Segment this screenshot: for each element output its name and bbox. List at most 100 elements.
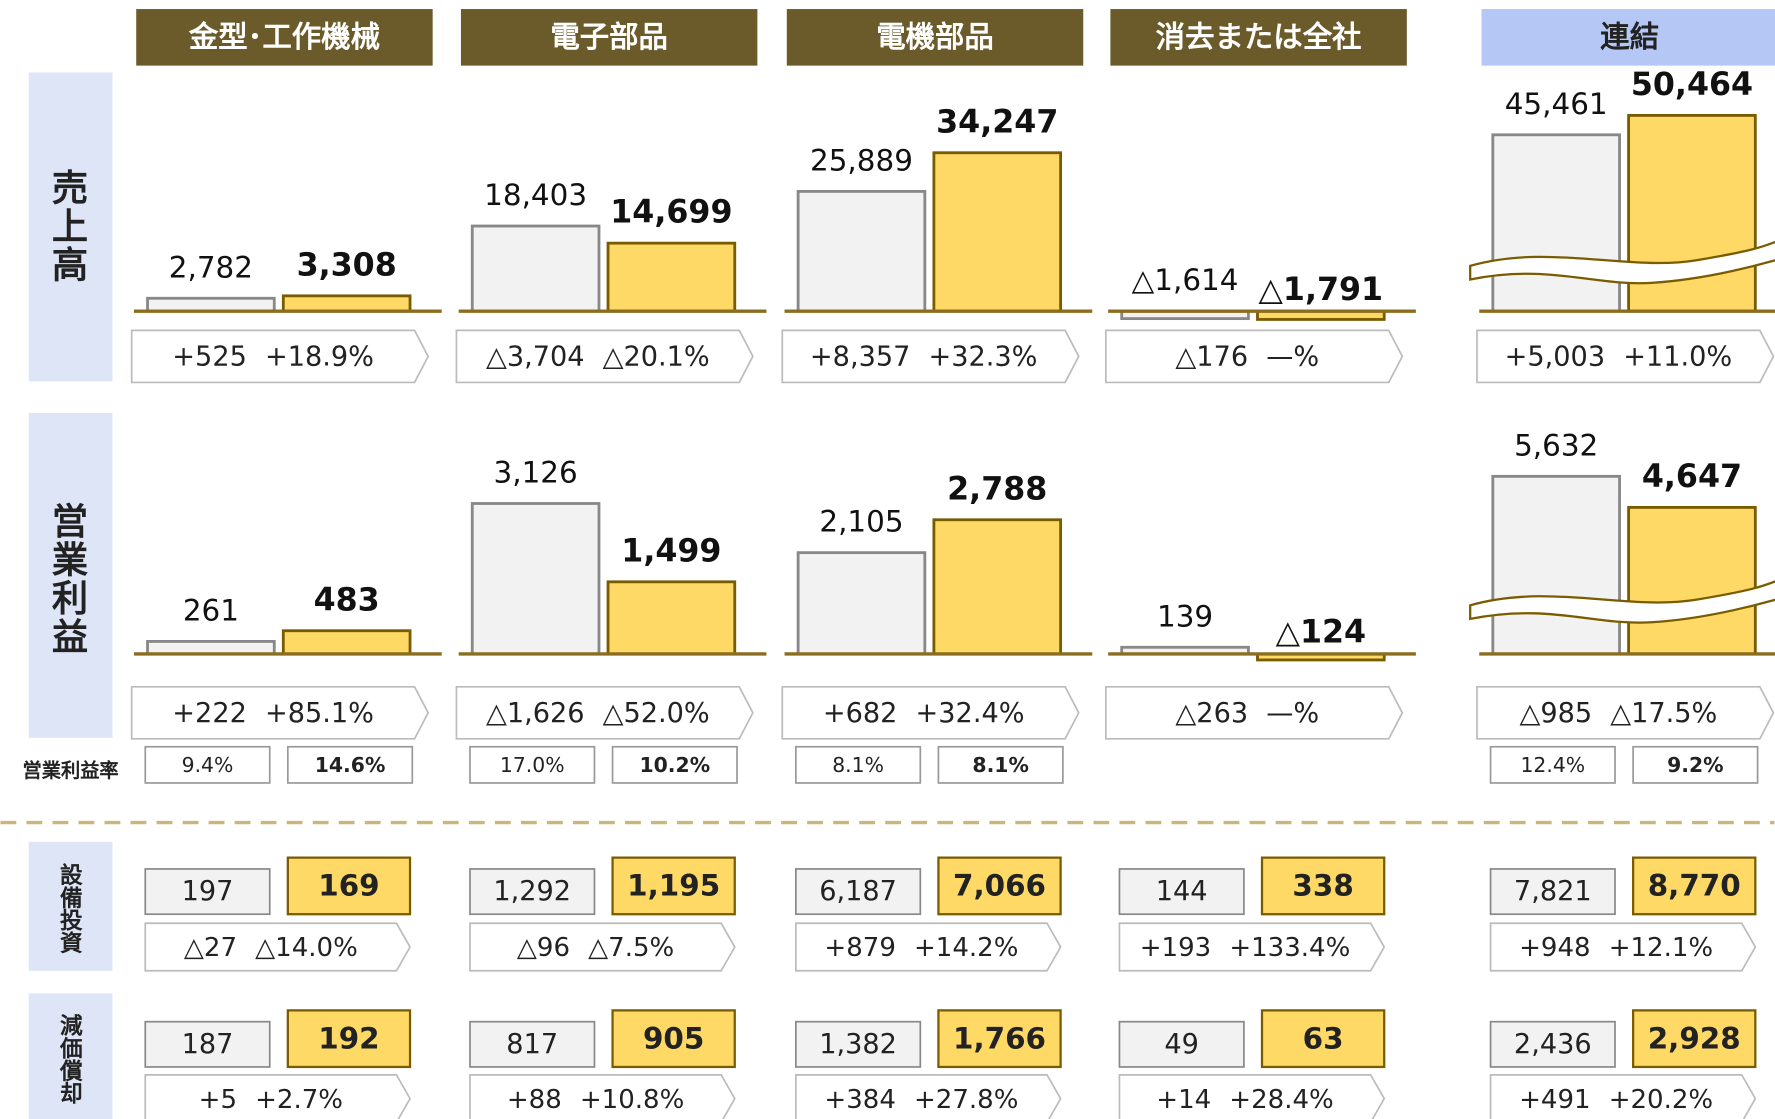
curr-value: 2,928: [1648, 1021, 1741, 1055]
curr-box: [611, 856, 736, 916]
bar: [796, 551, 927, 656]
bar-label: 4,647: [1642, 459, 1742, 495]
curr-value: 1,195: [627, 869, 720, 903]
change-text: +384 +27.8%: [824, 1084, 1018, 1114]
margin-box: [144, 745, 271, 784]
change-text: △263 —%: [1175, 697, 1319, 728]
change-text: △96 △7.5%: [517, 933, 674, 963]
curr-box: [286, 1009, 412, 1069]
margin-box: [1489, 745, 1616, 784]
change-rate: +27.8%: [914, 1084, 1018, 1114]
change-rate: +32.4%: [916, 697, 1025, 728]
bar: [470, 224, 601, 313]
row-label: 減価償却: [56, 1014, 83, 1105]
change-amount: +948: [1519, 933, 1590, 963]
axis-break: [1469, 240, 1775, 285]
change-amount: △985: [1519, 697, 1592, 728]
row-label: 営業利益率: [23, 759, 119, 782]
change-box: [469, 1074, 736, 1119]
change-text: +193 +133.4%: [1140, 933, 1351, 963]
change-rate: +32.3%: [929, 341, 1038, 372]
change-text: +682 +32.4%: [823, 697, 1025, 728]
change-box: [795, 1074, 1062, 1119]
bar-label: 2,105: [819, 505, 903, 539]
change-rate: +85.1%: [265, 697, 374, 728]
prev-box: [1489, 1020, 1616, 1068]
segment-header: [1481, 9, 1775, 66]
segment-name: 電子部品: [550, 20, 668, 54]
change-amount: +879: [824, 933, 895, 963]
change-text: +491 +20.2%: [1519, 1084, 1713, 1114]
change-rate: +18.9%: [265, 341, 374, 372]
bar-label: △124: [1276, 615, 1366, 651]
change-rate: △52.0%: [603, 697, 710, 728]
change-box: [1105, 685, 1404, 740]
change-amount: △3,704: [486, 341, 585, 372]
change-rate: △17.5%: [1610, 697, 1717, 728]
change-text: +948 +12.1%: [1519, 933, 1713, 963]
change-rate: +12.1%: [1609, 933, 1713, 963]
curr-value: 63: [1303, 1021, 1344, 1055]
bar: [281, 629, 412, 656]
change-box: [795, 922, 1062, 972]
margin-value: 10.2%: [639, 753, 710, 777]
bar-label: △1,614: [1132, 263, 1239, 297]
change-box: [455, 329, 754, 384]
bar-label: △1,791: [1259, 272, 1384, 308]
margin-value: 8.1%: [832, 753, 884, 777]
bar-label: 25,889: [810, 143, 913, 177]
bar: [796, 189, 927, 313]
change-box: [1476, 685, 1775, 740]
prev-box: [795, 868, 922, 916]
prev-value: 6,187: [819, 876, 897, 907]
margin-box: [795, 745, 922, 784]
change-amount: △176: [1175, 341, 1248, 372]
bar-label: 5,632: [1514, 428, 1598, 462]
margin-value: 9.2%: [1667, 753, 1723, 777]
prev-value: 197: [182, 876, 234, 907]
prev-value: 187: [182, 1029, 234, 1060]
change-box: [1489, 1074, 1757, 1119]
prev-value: 2,436: [1514, 1029, 1592, 1060]
row-label: 設備投資: [56, 862, 82, 955]
change-amount: +384: [824, 1084, 895, 1114]
change-amount: △96: [517, 933, 570, 963]
segment-header: [1110, 9, 1407, 66]
change-text: +8,357 +32.3%: [810, 341, 1038, 372]
change-box: [1476, 329, 1775, 384]
curr-value: 1,766: [953, 1021, 1046, 1055]
change-rate: △14.0%: [255, 933, 358, 963]
change-amount: +525: [172, 341, 247, 372]
bar-label: 14,699: [610, 195, 732, 231]
prev-box: [1118, 868, 1245, 916]
prev-box: [469, 868, 596, 916]
change-text: +88 +10.8%: [507, 1084, 684, 1114]
change-box: [781, 329, 1080, 384]
change-text: △27 △14.0%: [184, 933, 358, 963]
bar: [932, 518, 1063, 656]
change-box: [130, 329, 430, 384]
row-label: 営業利益: [46, 502, 89, 656]
bar-label: 18,403: [484, 178, 587, 212]
change-amount: △27: [184, 933, 237, 963]
change-text: +222 +85.1%: [172, 697, 374, 728]
change-box: [455, 685, 754, 740]
bar: [932, 151, 1063, 313]
row-label: 売上高: [46, 168, 89, 284]
bar-label: 50,464: [1631, 67, 1753, 103]
margin-box: [611, 745, 738, 784]
bar-label: 3,308: [297, 247, 397, 283]
prev-box: [144, 868, 271, 916]
change-text: +525 +18.9%: [172, 341, 374, 372]
change-rate: +20.2%: [1609, 1084, 1713, 1114]
bar-label: 34,247: [936, 104, 1058, 140]
change-amount: △263: [1175, 697, 1248, 728]
curr-box: [937, 1009, 1062, 1069]
change-box: [144, 1074, 412, 1119]
prev-box: [144, 1020, 271, 1068]
curr-value: 7,066: [953, 869, 1046, 903]
prev-value: 1,292: [493, 876, 571, 907]
change-amount: +193: [1140, 933, 1211, 963]
segment-header: [136, 9, 433, 66]
change-amount: △1,626: [486, 697, 585, 728]
